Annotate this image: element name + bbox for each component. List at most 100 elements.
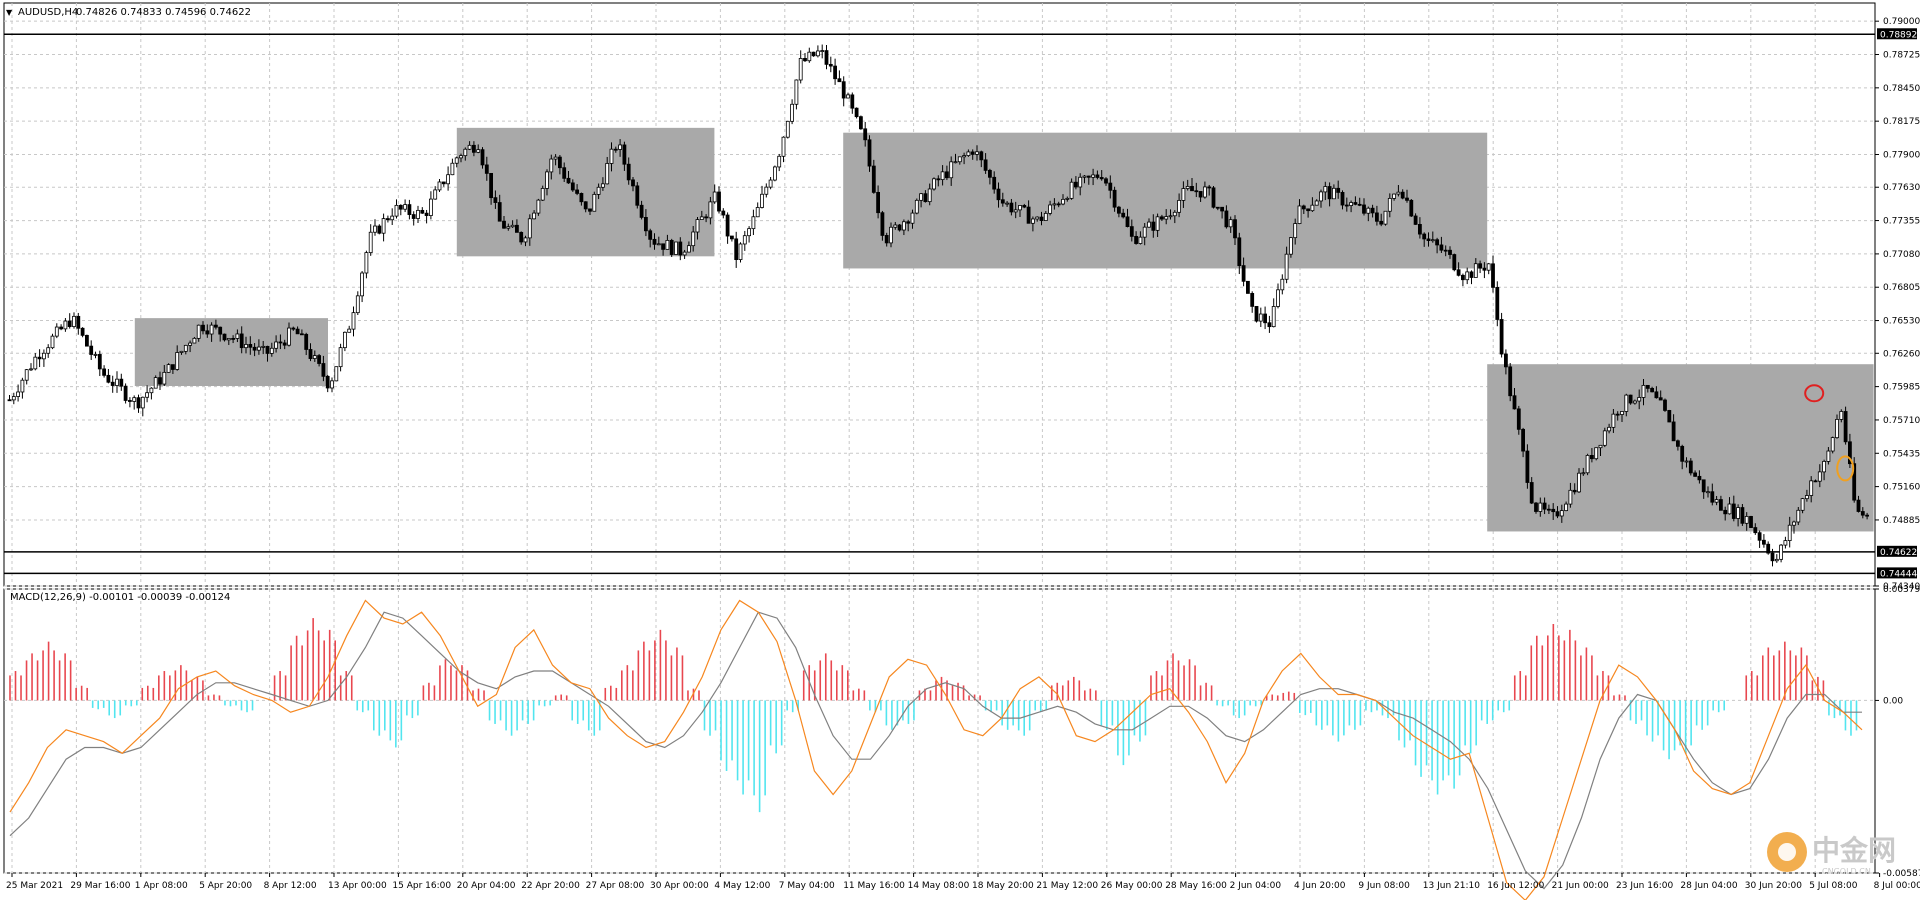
candle-bear <box>1628 394 1633 404</box>
candle-bear <box>201 324 205 332</box>
candle-bear <box>1409 199 1414 217</box>
candle-bear <box>1121 212 1126 218</box>
candle-bull <box>798 58 803 81</box>
candle-bull <box>1271 306 1276 328</box>
candle-bear <box>1379 220 1384 225</box>
candle-bear <box>1194 190 1199 193</box>
candle-bear <box>67 320 72 327</box>
candle-bear <box>859 116 863 130</box>
candle-bull <box>932 178 936 190</box>
candle-bull <box>1177 200 1181 213</box>
candle-bear <box>824 50 829 65</box>
candle-bull <box>1018 205 1022 211</box>
candle-bear <box>89 345 94 355</box>
candle-bull <box>1684 460 1689 463</box>
time-tick-label: 4 Jun 20:00 <box>1294 881 1346 891</box>
candle-bull <box>785 120 790 138</box>
candle-bull <box>510 224 515 228</box>
candle-bull <box>1633 400 1637 404</box>
candle-bear <box>1719 499 1723 511</box>
candle-bear <box>631 179 635 187</box>
candle-bull <box>910 212 915 224</box>
candle-bull <box>1069 181 1074 199</box>
candle-bear <box>936 178 941 181</box>
candle-bull <box>1835 419 1839 439</box>
candle-bear <box>136 397 141 409</box>
candle-bear <box>1340 192 1345 206</box>
candle-bear <box>1104 178 1108 184</box>
time-tick-label: 8 Jul 00:00 <box>1874 881 1920 891</box>
candle-bull <box>1805 495 1809 500</box>
candle-bull <box>24 369 29 381</box>
range-box <box>456 127 715 257</box>
candle-bear <box>1680 445 1685 462</box>
candle-bear <box>678 241 683 256</box>
candle-bull <box>536 199 541 214</box>
chart-menu-triangle-icon[interactable]: ▼ <box>6 8 13 17</box>
horizontal-lines <box>4 33 1875 575</box>
candle-bull <box>889 226 893 244</box>
candle-bull <box>1005 202 1009 205</box>
candle-bull <box>42 352 46 360</box>
candle-bear <box>1220 206 1224 212</box>
time-tick-label: 16 Jun 12:00 <box>1487 881 1544 891</box>
price-tick-label: 0.77080 <box>1883 250 1920 260</box>
candle-bear <box>170 364 175 370</box>
candle-bear <box>837 78 842 83</box>
candle-bear <box>648 230 653 240</box>
symbol-label: AUDUSD,H4 <box>18 7 78 18</box>
candle-bull <box>145 392 150 398</box>
price-tick-label: 0.77900 <box>1883 151 1920 161</box>
candle-bear <box>1422 233 1427 240</box>
price-tick-label: 0.78450 <box>1883 84 1920 94</box>
price-tick-label: 0.79000 <box>1883 17 1920 27</box>
candle-bull <box>54 326 59 337</box>
candle-bear <box>411 214 416 219</box>
time-tick-label: 28 May 16:00 <box>1165 881 1227 891</box>
candle-bear <box>1723 509 1728 515</box>
price-tick-label: 0.76530 <box>1883 317 1920 327</box>
candle-bear <box>59 326 63 330</box>
candle-bull <box>433 189 438 200</box>
candle-bear <box>1134 235 1138 244</box>
range-boxes <box>134 127 1874 532</box>
candle-bull <box>940 171 945 180</box>
candle-bull <box>523 237 528 243</box>
candle-bull <box>1594 447 1599 460</box>
candle-bear <box>385 218 390 221</box>
candle-bull <box>235 333 240 339</box>
time-tick-label: 30 Apr 00:00 <box>650 881 709 891</box>
candle-bull <box>149 387 154 394</box>
candle-bull <box>269 347 274 354</box>
candle-bear <box>588 208 592 212</box>
candle-bull <box>1323 186 1328 193</box>
candle-bear <box>1508 366 1513 397</box>
candle-bear <box>1190 186 1194 192</box>
time-tick-label: 14 May 08:00 <box>908 881 970 891</box>
candle-bear <box>291 327 296 330</box>
candle-bear <box>897 224 902 231</box>
candle-bear <box>1516 408 1521 430</box>
candle-bear <box>871 165 876 193</box>
candle-bull <box>695 219 700 233</box>
candle-bull <box>708 201 713 219</box>
candle-bear <box>1645 384 1650 389</box>
price-tick-label: 0.76805 <box>1883 283 1920 293</box>
candle-bull <box>1293 223 1298 239</box>
price-tick-label: 0.74885 <box>1883 516 1920 526</box>
macd-signal-line <box>9 611 1862 890</box>
candle-bear <box>854 107 859 118</box>
candle-bear <box>278 341 283 344</box>
candle-bear <box>983 159 988 171</box>
candle-bear <box>583 201 588 210</box>
candle-bull <box>742 235 747 245</box>
candle-bear <box>566 177 571 184</box>
candle-bull <box>287 327 291 346</box>
candle-bear <box>1740 507 1745 524</box>
candle-bull <box>1387 197 1392 212</box>
time-tick-label: 26 May 00:00 <box>1101 881 1163 891</box>
candle-bear <box>1151 221 1156 231</box>
candle-bull <box>691 231 696 247</box>
candle-bear <box>97 354 102 370</box>
candle-bear <box>1590 455 1594 460</box>
